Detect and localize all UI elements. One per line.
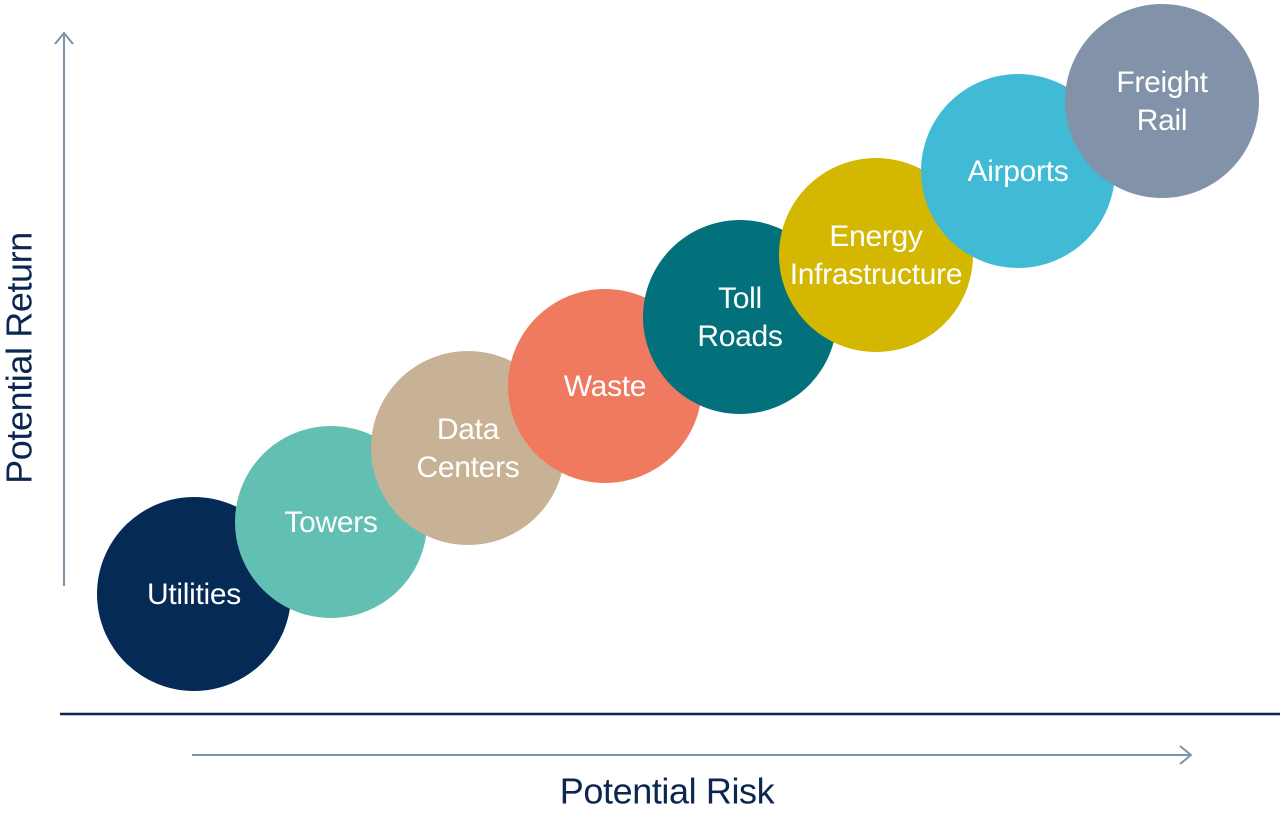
bubble-label: Data	[437, 413, 500, 446]
bubble-label: Infrastructure	[790, 258, 963, 291]
bubble-label: Toll	[718, 282, 762, 315]
bubble-circle	[1065, 4, 1259, 198]
y-axis-title: Potential Return	[0, 232, 40, 484]
bubble-label: Centers	[417, 451, 520, 484]
bubble-label: Energy	[829, 220, 923, 253]
bubble-label: Utilities	[147, 578, 241, 611]
bubble-label: Rail	[1137, 104, 1187, 137]
bubble-item: Airports	[921, 74, 1115, 268]
bubble-item: Energy Infrastructure	[779, 158, 973, 352]
y-axis-arrow	[54, 31, 74, 586]
bubble-circle	[779, 158, 973, 352]
x-axis-arrow	[192, 745, 1193, 765]
bubble-circle	[921, 74, 1115, 268]
bubbles-group: Utilities Towers Data Centers Waste Toll Roads…	[97, 4, 1259, 691]
bubble-label: Towers	[284, 506, 377, 539]
bubble-label: Waste	[564, 370, 646, 403]
bubble-item: Freight Rail	[1065, 4, 1259, 198]
bubble-label: Roads	[697, 320, 782, 353]
bubble-label: Freight	[1116, 66, 1208, 99]
x-axis-title: Potential Risk	[560, 771, 776, 812]
bubble-label: Airports	[968, 155, 1069, 188]
